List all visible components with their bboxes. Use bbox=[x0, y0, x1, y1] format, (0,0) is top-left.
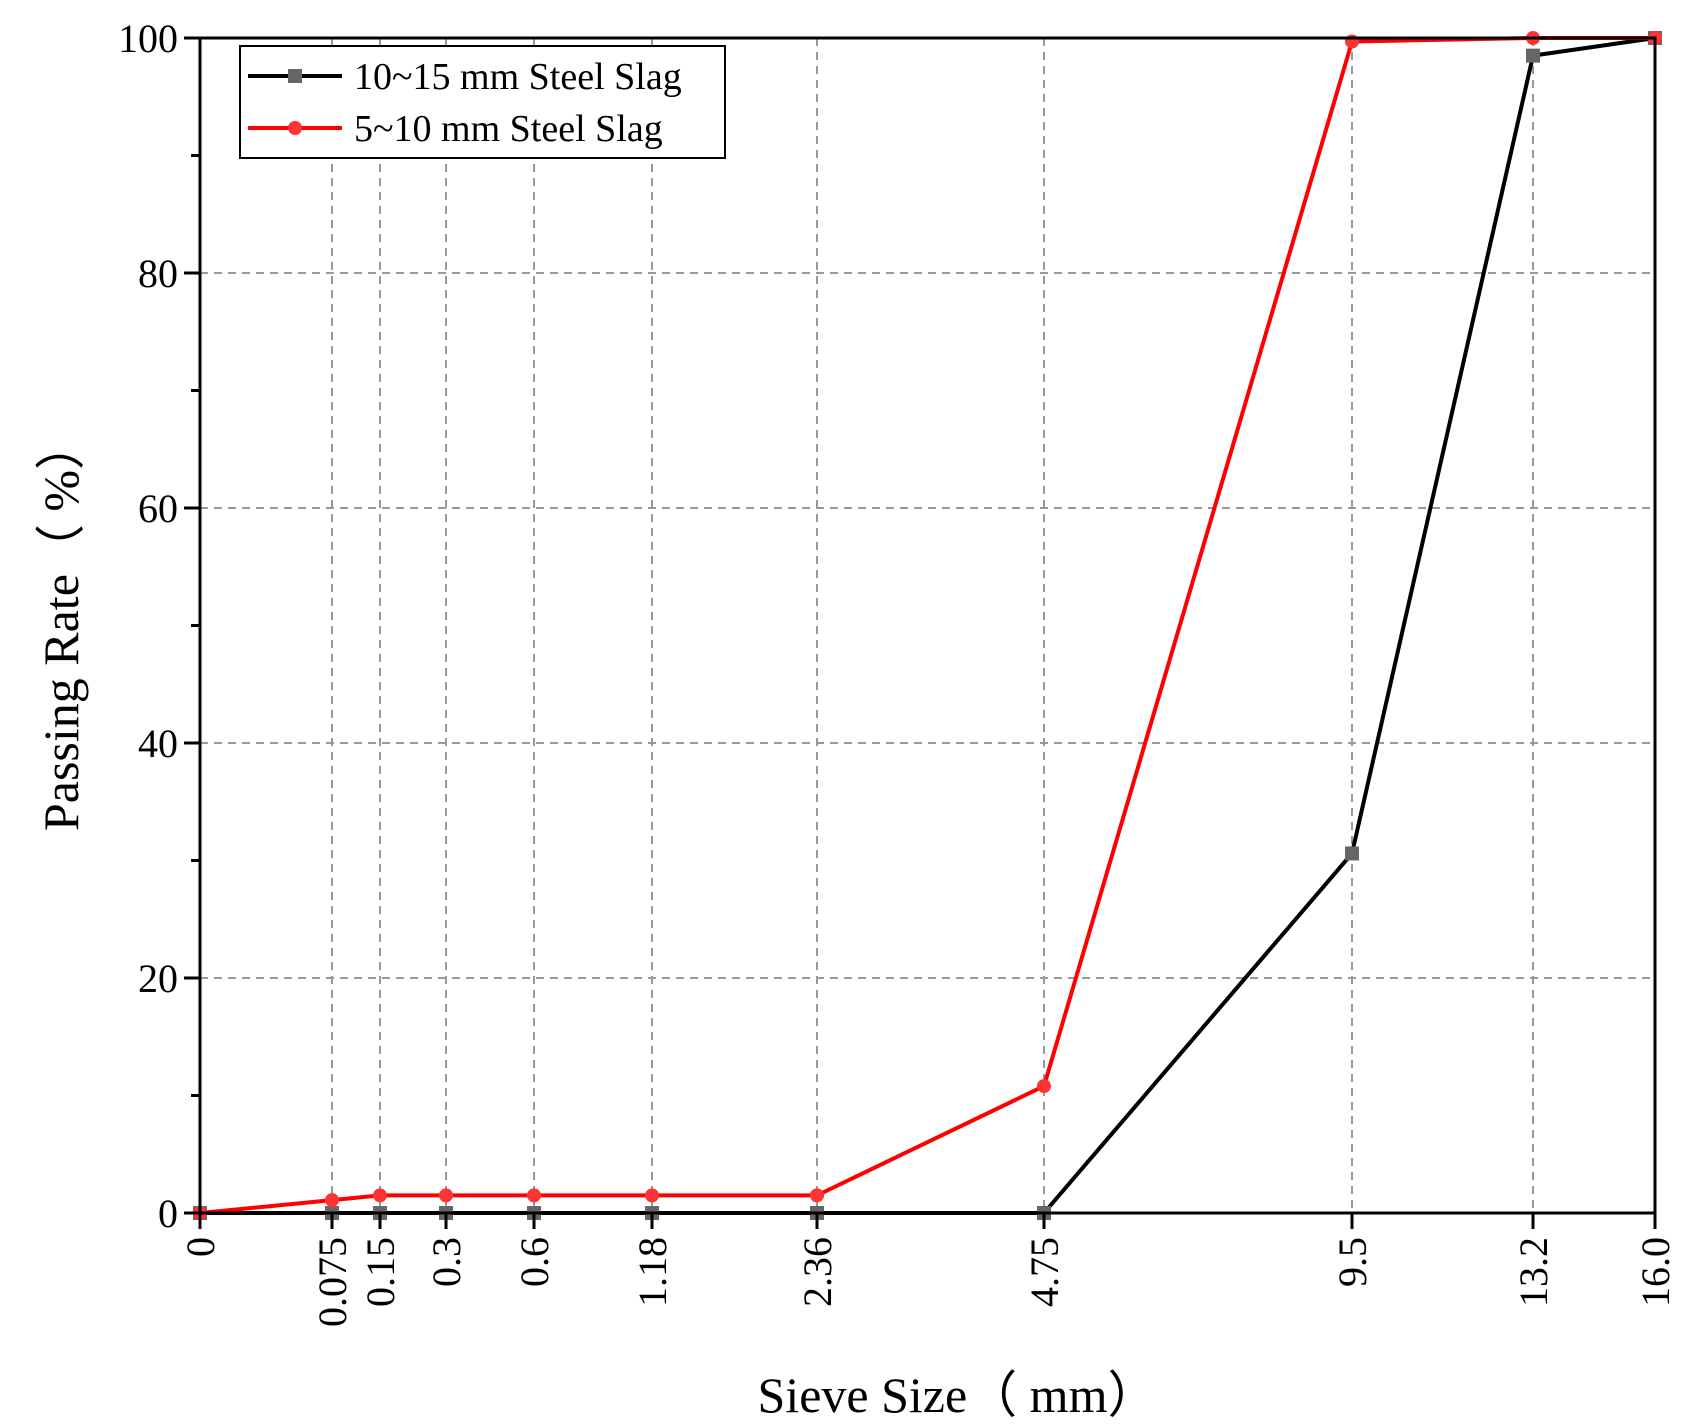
data-point bbox=[1526, 48, 1540, 63]
series-layer bbox=[193, 31, 1662, 1220]
x-tick-label: 1.18 bbox=[630, 1237, 675, 1307]
legend-label: 5~10 mm Steel Slag bbox=[354, 108, 663, 150]
y-axis-title: Passing Rate（ %） bbox=[33, 420, 89, 831]
y-tick-label: 0 bbox=[158, 1191, 178, 1236]
x-tick-label: 13.2 bbox=[1511, 1237, 1556, 1307]
x-tick-label: 0.075 bbox=[310, 1237, 355, 1327]
legend-marker bbox=[288, 69, 302, 83]
data-point bbox=[810, 1188, 824, 1203]
x-tick-label: 0.6 bbox=[512, 1237, 557, 1287]
axis-ticks bbox=[184, 36, 1657, 1229]
x-tick-label: 2.36 bbox=[795, 1237, 840, 1307]
legend-marker bbox=[288, 121, 302, 135]
legend: 10~15 mm Steel Slag 5~10 mm Steel Slag bbox=[239, 45, 726, 159]
y-tick-label: 20 bbox=[138, 956, 178, 1001]
data-point bbox=[1345, 846, 1359, 861]
data-point bbox=[373, 1188, 387, 1203]
legend-box bbox=[239, 45, 726, 159]
plot-frame bbox=[198, 36, 1657, 1215]
x-tick-label: 0 bbox=[178, 1237, 223, 1257]
data-point bbox=[527, 1188, 541, 1203]
x-tick-label: 9.5 bbox=[1330, 1237, 1375, 1287]
data-point bbox=[325, 1193, 339, 1208]
x-tick-label: 0.3 bbox=[424, 1237, 469, 1287]
series-line-2 bbox=[199, 36, 1655, 1215]
grid-lines bbox=[200, 38, 1655, 1213]
y-tick-label: 60 bbox=[138, 486, 178, 531]
x-axis-title: Sieve Size（ mm） bbox=[758, 1367, 1158, 1423]
x-tick-label: 16.0 bbox=[1633, 1237, 1678, 1307]
y-tick-label: 40 bbox=[138, 721, 178, 766]
tick-labels: 0 20 40 60 80 100 0 0.075 0.15 0.3 0.6 1.18 2.36 4.75… bbox=[118, 16, 1678, 1327]
y-tick-label: 100 bbox=[118, 16, 178, 61]
x-tick-label: 0.15 bbox=[358, 1237, 403, 1307]
x-tick-label: 4.75 bbox=[1022, 1237, 1067, 1307]
legend-label: 10~15 mm Steel Slag bbox=[354, 56, 682, 98]
data-point bbox=[645, 1188, 659, 1203]
data-point bbox=[1037, 1079, 1051, 1094]
data-point bbox=[439, 1188, 453, 1203]
series-line-1 bbox=[200, 36, 1656, 1215]
y-tick-label: 80 bbox=[138, 251, 178, 296]
